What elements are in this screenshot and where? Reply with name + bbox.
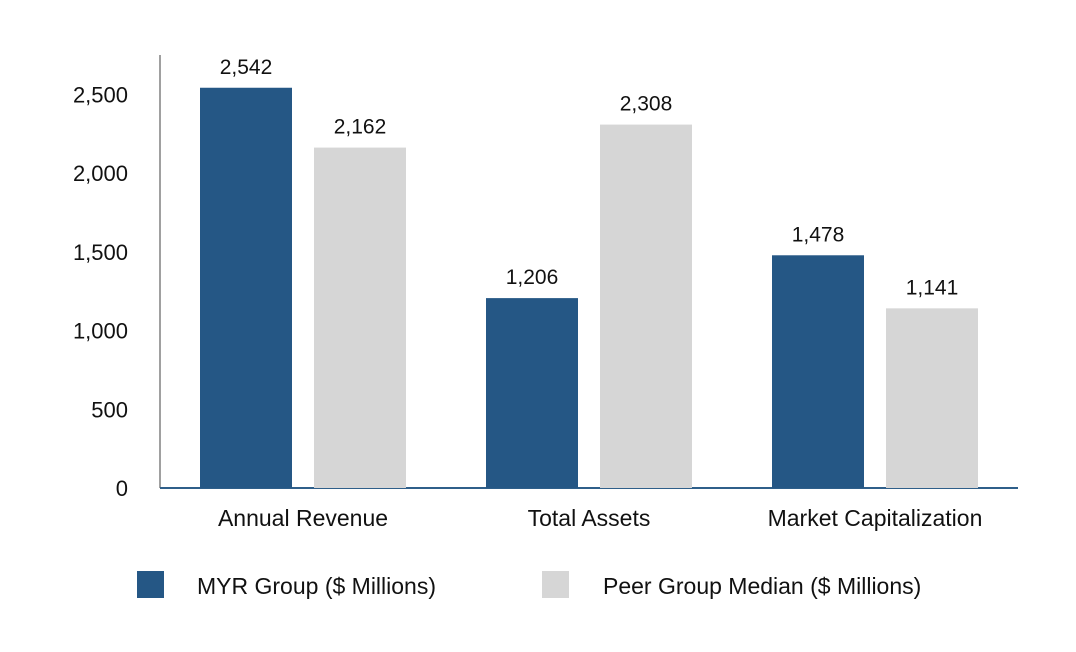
data-label: 2,162: [334, 116, 387, 139]
bar: [600, 124, 692, 488]
data-label: 1,478: [792, 223, 845, 246]
y-tick-label: 2,500: [73, 82, 128, 107]
data-label: 1,206: [506, 266, 559, 289]
legend: MYR Group ($ Millions) Peer Group Median…: [137, 571, 921, 599]
y-tick-label: 1,500: [73, 240, 128, 265]
y-tick-label: 500: [91, 397, 128, 422]
data-labels: 2,542 2,162 1,206 2,308 1,478 1,141: [220, 56, 959, 300]
bars: [200, 87, 978, 489]
y-tick-labels: 0 500 1,000 1,500 2,000 2,500: [73, 82, 128, 501]
data-label: 2,542: [220, 56, 273, 79]
plot-area: 0 500 1,000 1,500 2,000 2,500 2,542 2,162 1,206…: [73, 55, 1018, 531]
y-tick-label: 0: [116, 476, 128, 501]
bar: [772, 255, 864, 488]
bar: [886, 308, 978, 488]
category-labels: Annual Revenue Total Assets Market Capital…: [218, 505, 982, 531]
data-label: 2,308: [620, 93, 673, 116]
category-label: Total Assets: [528, 505, 651, 531]
legend-swatch-myr-group: [137, 571, 164, 598]
bar: [200, 87, 292, 488]
legend-label-peer-group-median: Peer Group Median ($ Millions): [603, 573, 921, 599]
legend-label-myr-group: MYR Group ($ Millions): [197, 573, 436, 599]
y-tick-label: 2,000: [73, 161, 128, 186]
y-tick-label: 1,000: [73, 319, 128, 344]
data-label: 1,141: [906, 276, 959, 299]
legend-swatch-peer-group-median: [542, 571, 569, 598]
bar: [486, 298, 578, 488]
bar: [314, 147, 406, 489]
category-label: Annual Revenue: [218, 505, 388, 531]
category-label: Market Capitalization: [768, 505, 983, 531]
